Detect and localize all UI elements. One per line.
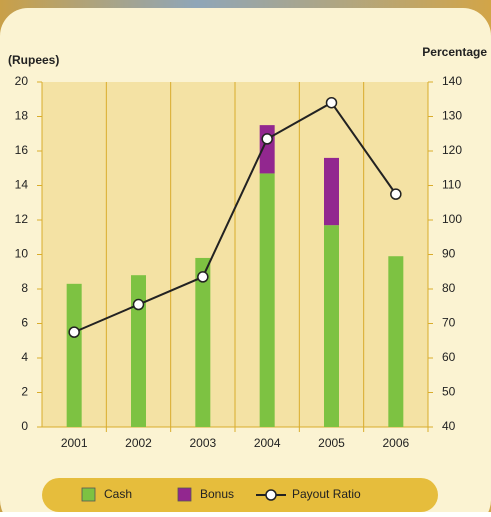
legend-swatch — [178, 488, 191, 501]
y-tick-label: 4 — [21, 350, 28, 364]
y2-tick-label: 50 — [442, 385, 456, 399]
y-tick-label: 6 — [21, 316, 28, 330]
y2-tick-label: 80 — [442, 281, 456, 295]
legend-label: Payout Ratio — [292, 487, 361, 501]
y-tick-label: 8 — [21, 281, 28, 295]
x-tick-label: 2004 — [254, 436, 281, 450]
bar — [260, 173, 275, 427]
y2-tick-label: 110 — [442, 178, 461, 192]
x-tick-label: 2001 — [61, 436, 88, 450]
y-tick-label: 18 — [15, 109, 29, 123]
y2-tick-label: 140 — [442, 74, 462, 88]
y-tick-label: 14 — [15, 178, 29, 192]
y-axis-label: (Rupees) — [8, 53, 59, 67]
point — [69, 327, 79, 337]
legend-swatch — [82, 488, 95, 501]
y2-tick-label: 60 — [442, 350, 456, 364]
y2-tick-label: 40 — [442, 419, 456, 433]
y-tick-label: 20 — [15, 74, 29, 88]
chart: (Rupees) Percentage 0 2 4 6 8 10 12 14 16 18 20 40 5… — [0, 0, 491, 512]
y-tick-label: 10 — [15, 247, 29, 261]
y2-tick-label: 120 — [442, 143, 462, 157]
y2-tick-label: 100 — [442, 212, 462, 226]
x-tick-label: 2003 — [189, 436, 216, 450]
legend — [42, 478, 438, 512]
point — [327, 98, 337, 108]
bar — [324, 158, 339, 225]
point — [134, 300, 144, 310]
bar — [324, 225, 339, 427]
point — [391, 189, 401, 199]
y2-tick-label: 70 — [442, 316, 456, 330]
x-tick-label: 2005 — [318, 436, 345, 450]
y2-axis-label: Percentage — [422, 45, 487, 59]
bar — [67, 284, 82, 427]
point — [262, 134, 272, 144]
point — [198, 272, 208, 282]
y2-tick-label: 130 — [442, 109, 462, 123]
y2-tick-label: 90 — [442, 247, 456, 261]
y-tick-label: 12 — [15, 212, 29, 226]
legend-marker — [266, 490, 276, 500]
x-tick-label: 2002 — [125, 436, 152, 450]
legend-label: Bonus — [200, 487, 234, 501]
y-tick-label: 16 — [15, 143, 29, 157]
bar — [195, 258, 210, 427]
bar — [131, 275, 146, 427]
bar — [388, 256, 403, 427]
y-tick-label: 2 — [21, 385, 28, 399]
y-tick-label: 0 — [21, 419, 28, 433]
legend-label: Cash — [104, 487, 132, 501]
x-tick-label: 2006 — [382, 436, 409, 450]
